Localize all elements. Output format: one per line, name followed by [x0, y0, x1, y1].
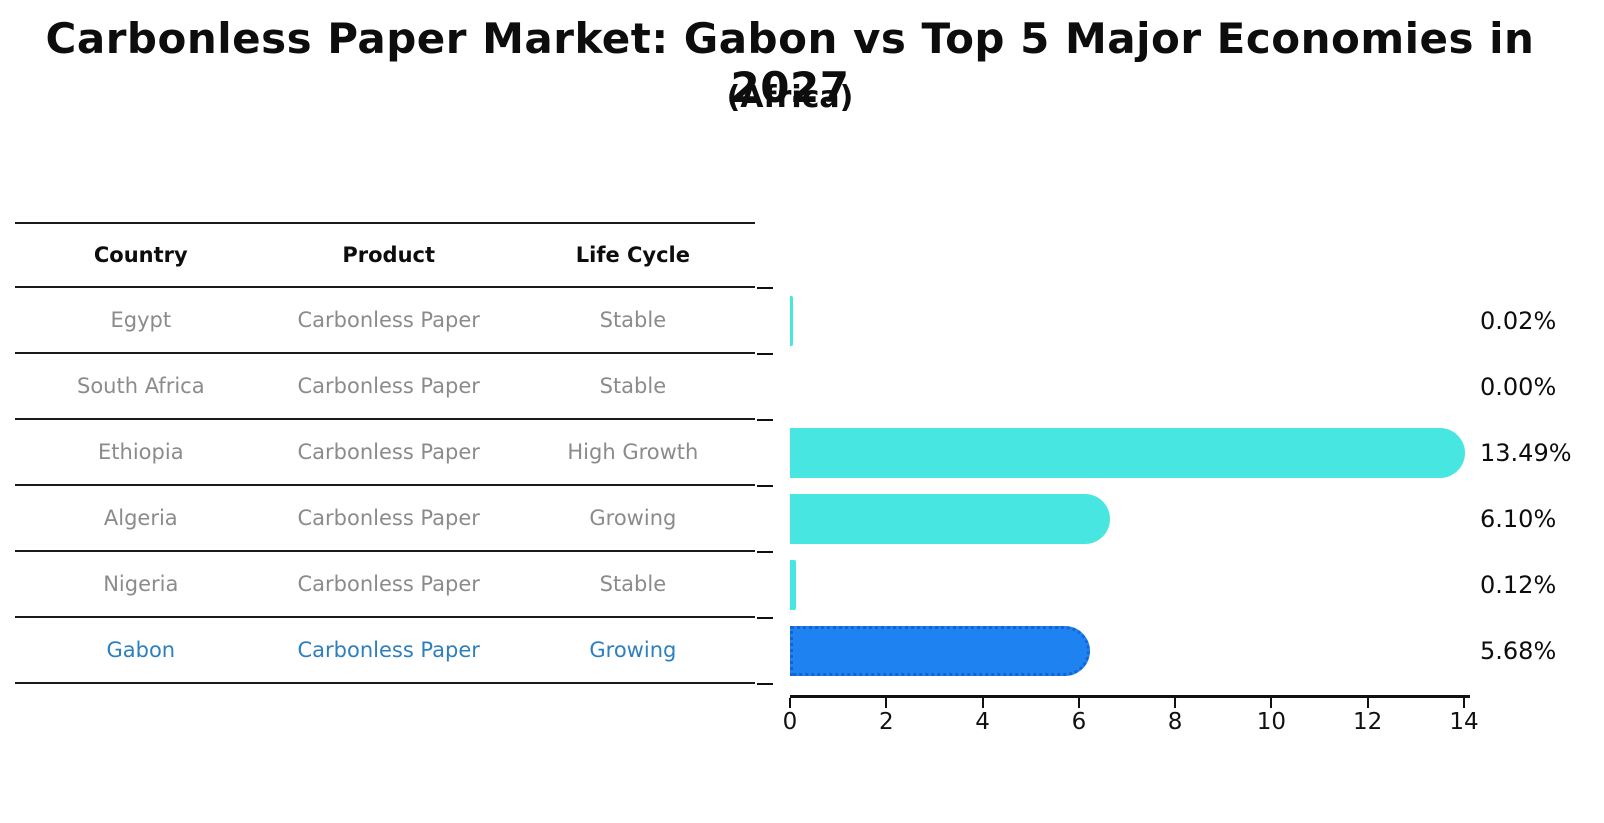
bar-chart: 0 2 4 6 8 10 12 14 [783, 288, 1480, 735]
header-life-cycle: Life Cycle [575, 243, 690, 267]
highlighted-value-bar [790, 626, 1090, 676]
bar-value-label: 13.49% [1480, 439, 1572, 467]
value-bar [790, 428, 1466, 478]
x-axis-tick [981, 698, 984, 708]
table-row: Ethiopia Carbonless Paper High Growth [15, 420, 755, 486]
table-row: Egypt Carbonless Paper Stable [15, 288, 755, 354]
value-bar [790, 296, 793, 346]
bar-value-label: 6.10% [1480, 505, 1557, 533]
x-axis-tick [1366, 698, 1369, 708]
header-product: Product [342, 243, 436, 267]
cell-life-cycle: Growing [589, 506, 677, 530]
cell-life-cycle: Stable [599, 374, 667, 398]
x-axis-tick [1270, 698, 1273, 708]
cell-product: Carbonless Paper [297, 374, 480, 398]
cell-life-cycle: Stable [599, 308, 667, 332]
cell-country: Egypt [110, 308, 172, 332]
cell-product: Carbonless Paper [297, 638, 480, 662]
x-axis-tick [885, 698, 888, 708]
value-bar [790, 560, 796, 610]
x-axis-tick-label: 10 [1256, 709, 1287, 735]
cell-product: Carbonless Paper [297, 308, 480, 332]
cell-country: Algeria [103, 506, 178, 530]
x-axis-tick-label: 12 [1353, 709, 1383, 735]
x-axis-tick-label: 2 [878, 709, 894, 735]
x-axis-tick [1077, 698, 1080, 708]
y-axis-tick [757, 683, 773, 685]
bar-value-label: 5.68% [1480, 637, 1557, 665]
cell-product: Carbonless Paper [297, 506, 480, 530]
data-table: Country Product Life Cycle Egypt Carbonle… [15, 222, 755, 684]
header-country: Country [93, 243, 188, 267]
value-bar [790, 494, 1110, 544]
table-row: Algeria Carbonless Paper Growing [15, 486, 755, 552]
x-axis-line [790, 695, 1470, 698]
x-axis-tick-label: 0 [782, 709, 798, 735]
cell-product: Carbonless Paper [297, 572, 480, 596]
x-axis-tick-label: 14 [1449, 709, 1479, 735]
x-axis-tick [789, 698, 791, 708]
cell-country: Gabon [106, 638, 176, 662]
bar-value-label: 0.12% [1480, 571, 1557, 599]
cell-life-cycle: High Growth [567, 440, 699, 464]
x-axis-tick-label: 6 [1071, 709, 1087, 735]
cell-life-cycle: Stable [599, 572, 667, 596]
y-axis-tick [757, 419, 773, 421]
y-axis-tick [757, 287, 773, 289]
x-axis-tick-label: 4 [975, 709, 990, 735]
table-row: Gabon Carbonless Paper Growing [15, 618, 755, 684]
x-axis-tick-label: 8 [1167, 709, 1183, 735]
bar-value-label: 0.02% [1480, 307, 1557, 335]
chart-subtitle: (Africa) [726, 80, 854, 115]
bar-value-label: 0.00% [1480, 373, 1557, 401]
y-axis-tick [757, 353, 773, 355]
table-row: Nigeria Carbonless Paper Stable [15, 552, 755, 618]
cell-country: Ethiopia [98, 440, 184, 464]
table-body: Egypt Carbonless Paper Stable South Africa C… [15, 288, 755, 684]
y-axis-tick [757, 551, 773, 553]
chart-title: Carbonless Paper Market: Gabon vs Top 5 … [45, 14, 1535, 112]
cell-product: Carbonless Paper [297, 440, 480, 464]
y-axis-tick [757, 485, 773, 487]
cell-country: Nigeria [103, 572, 179, 596]
x-axis-tick [1463, 698, 1465, 708]
table-header-row: Country Product Life Cycle [15, 222, 755, 288]
cell-life-cycle: Growing [589, 638, 677, 662]
y-axis-tick [757, 617, 773, 619]
table-row: South Africa Carbonless Paper Stable [15, 354, 755, 420]
x-axis-tick [1174, 698, 1177, 708]
cell-country: South Africa [76, 374, 205, 398]
